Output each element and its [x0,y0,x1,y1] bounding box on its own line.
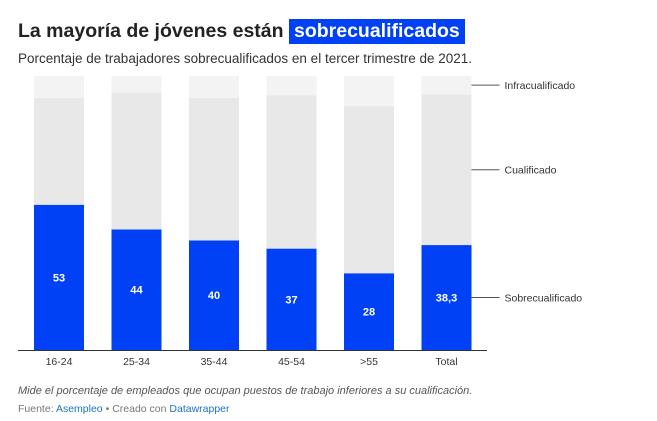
x-tick-label-3: 35-44 [201,356,228,368]
data-label-1: 53 [53,272,65,284]
chart-note: Mide el porcentaje de empleados que ocup… [18,385,473,397]
bar-cualificado-6 [421,94,472,246]
datawrapper-link[interactable]: Datawrapper [169,403,230,415]
bar-sobrecualificado-1 [34,204,84,350]
x-tick-label-4: 45-54 [278,356,305,368]
title-highlight: sobrecualificados [288,19,465,44]
bar-infracualificado-4 [266,76,317,96]
source-label: Fuente: [18,403,54,415]
bar-sobrecualificado-3 [189,240,239,350]
chart-subtitle: Porcentaje de trabajadores sobrecualific… [18,51,473,66]
data-label-2: 44 [130,285,143,297]
created-label: Creado con [112,403,167,415]
title-prefix: La mayoría de jóvenes están [18,20,284,42]
data-label-3: 40 [208,290,220,302]
footer-separator: • [105,403,110,415]
data-label-5: 28 [363,307,375,319]
x-tick-label-5: >55 [360,356,378,368]
bar-cualificado-5 [344,106,394,274]
chart-footer: Fuente: Asempleo • Creado con Datawrappe… [18,403,230,415]
bar-infracualificado-5 [344,76,394,107]
bar-sobrecualificado-5 [344,273,394,350]
legend-label-cualificado: Cualificado [505,165,557,177]
x-tick-label-2: 25-34 [123,356,150,368]
bar-infracualificado-3 [189,76,239,98]
bar-cualificado-1 [34,97,84,205]
legend-label-infracualificado: Infracualificado [505,80,576,92]
x-tick-label-1: 16-24 [46,356,73,368]
bar-infracualificado-1 [34,76,84,98]
x-tick-label-6: Total [435,356,457,368]
data-label-4: 37 [285,294,297,306]
stacked-bar-chart: 53 16-24 44 25-34 40 35-44 37 45-54 28 >55 38,3 Tot… [18,76,583,368]
bar-sobrecualificado-4 [266,248,317,350]
chart-title: La mayoría de jóvenes están sobrecualifi… [18,18,465,44]
bar-infracualificado-2 [111,76,162,93]
bar-sobrecualificado-6 [421,245,472,350]
bar-infracualificado-6 [421,76,472,95]
legend-label-sobrecualificado: Sobrecualificado [505,293,583,305]
source-link[interactable]: Asempleo [55,403,103,415]
bar-cualificado-4 [266,95,317,249]
data-label-6: 38,3 [436,293,457,305]
bar-sobrecualificado-2 [111,229,162,350]
bar-cualificado-2 [111,92,162,230]
bar-cualificado-3 [189,97,239,241]
